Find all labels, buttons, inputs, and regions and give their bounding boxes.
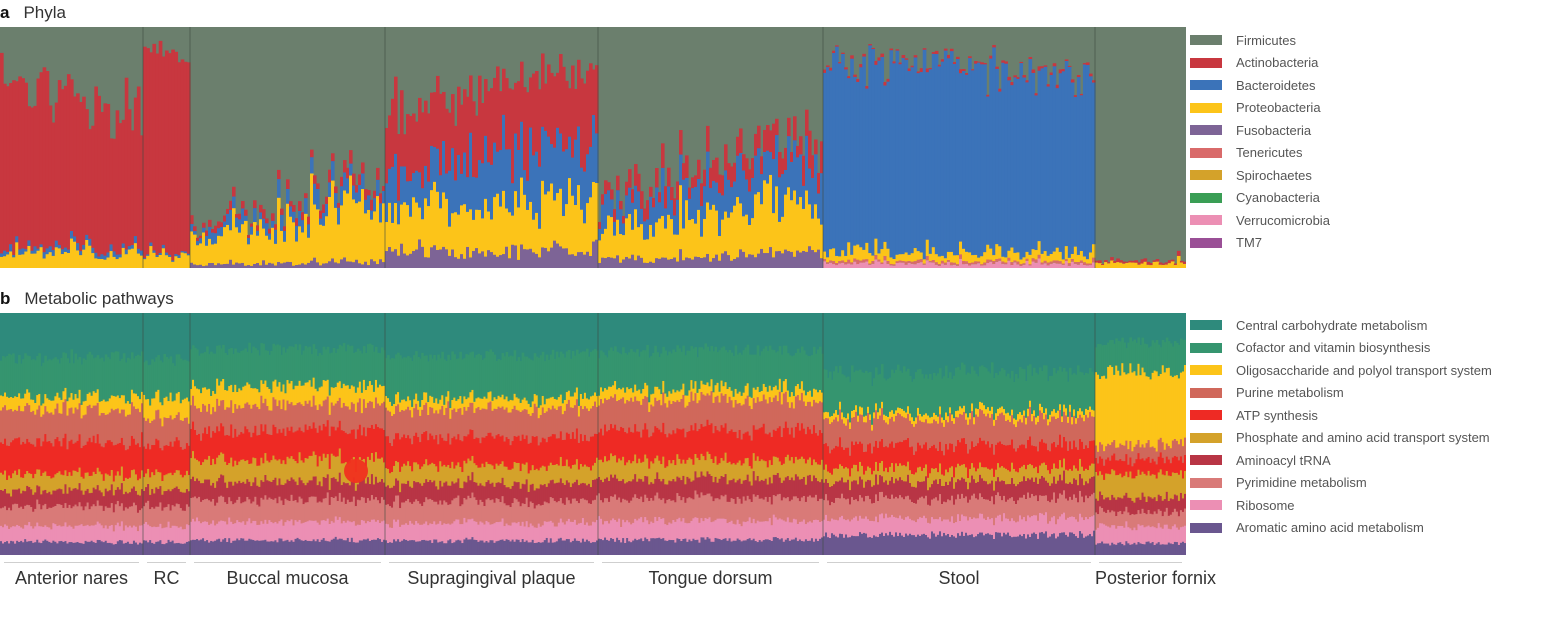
legend-swatch [1190,35,1222,46]
legend-swatch [1190,342,1222,353]
legend-item: Actinobacteria [1190,52,1330,75]
phyla-stacked-bar-chart [0,27,1186,268]
legend-item: Ribosome [1190,494,1492,517]
legend-item: Phosphate and amino acid transport syste… [1190,427,1492,450]
site-rule [194,562,381,563]
legend-label: Ribosome [1236,497,1295,513]
panel-a-title-text: Phyla [23,3,66,22]
site-label-group: Buccal mucosa [190,562,385,589]
body-site-axis: Anterior nares RC Buccal mucosa Supragingiv… [0,562,1230,602]
legend-item: Verrucomicrobia [1190,209,1330,232]
legend-label: ATP synthesis [1236,407,1318,423]
legend-label: Aminoacyl tRNA [1236,452,1331,468]
site-rule [147,562,186,563]
legend-item: Oligosaccharide and polyol transport sys… [1190,359,1492,382]
legend-label: Bacteroidetes [1236,77,1316,93]
legend-swatch [1190,455,1222,466]
site-rule [827,562,1091,563]
legend-item: Tenericutes [1190,142,1330,165]
legend-item: Fusobacteria [1190,119,1330,142]
legend-swatch [1190,170,1222,181]
site-label: RC [153,568,180,588]
legend-item: Pyrimidine metabolism [1190,472,1492,495]
site-label-group: Anterior nares [0,562,143,589]
site-rule [4,562,139,563]
legend-item: Spirochaetes [1190,164,1330,187]
site-label-group: Supragingival plaque [385,562,598,589]
legend-swatch [1190,320,1222,331]
site-rule [389,562,594,563]
panel-b-title: b Metabolic pathways [0,289,174,309]
legend-swatch [1190,522,1222,533]
legend-swatch [1190,237,1222,248]
legend-swatch [1190,365,1222,376]
legend-swatch [1190,125,1222,136]
legend-label: Cyanobacteria [1236,190,1320,206]
site-label-group: Posterior fornix [1095,562,1217,589]
panel-b-letter: b [0,289,11,308]
legend-item: Proteobacteria [1190,97,1330,120]
legend-item: Bacteroidetes [1190,74,1330,97]
legend-item: Purine metabolism [1190,382,1492,405]
legend-label: Purine metabolism [1236,385,1344,401]
panel-a-letter: a [0,3,10,22]
site-rule [1099,562,1182,563]
legend-label: Cofactor and vitamin biosynthesis [1236,340,1431,356]
legend-swatch [1190,432,1222,443]
legend-swatch [1190,215,1222,226]
legend-item: Aromatic amino acid metabolism [1190,517,1492,540]
site-label-group: RC [143,562,190,589]
legend-swatch [1190,387,1222,398]
panel-a-title: a Phyla [0,3,66,23]
legend-swatch [1190,102,1222,113]
legend-label: Central carbohydrate metabolism [1236,317,1428,333]
legend-label: Verrucomicrobia [1236,212,1330,228]
legend-label: Aromatic amino acid metabolism [1236,520,1424,536]
cursor-dot-marker [344,459,368,483]
legend-label: Fusobacteria [1236,122,1312,138]
site-label: Supragingival plaque [407,568,576,588]
site-rule [602,562,819,563]
legend-label: Firmicutes [1236,32,1296,48]
site-label: Tongue dorsum [648,568,773,588]
legend-label: Pyrimidine metabolism [1236,475,1367,491]
site-label: Stool [938,568,980,588]
metabolic-pathways-stacked-bar-chart [0,313,1186,555]
legend-item: ATP synthesis [1190,404,1492,427]
legend-item: Cofactor and vitamin biosynthesis [1190,337,1492,360]
legend-item: TM7 [1190,232,1330,255]
legend-item: Cyanobacteria [1190,187,1330,210]
legend-item: Aminoacyl tRNA [1190,449,1492,472]
legend-label: TM7 [1236,235,1262,251]
legend-swatch [1190,80,1222,91]
legend-label: Oligosaccharide and polyol transport sys… [1236,362,1492,378]
legend-label: Proteobacteria [1236,100,1321,116]
site-label: Posterior fornix [1095,568,1217,588]
legend-swatch [1190,192,1222,203]
site-label: Anterior nares [14,568,129,588]
legend-label: Phosphate and amino acid transport syste… [1236,430,1490,446]
pathways-legend: Central carbohydrate metabolism Cofactor … [1190,314,1492,539]
site-label-group: Tongue dorsum [598,562,823,589]
site-label-group: Stool [823,562,1095,589]
legend-swatch [1190,410,1222,421]
legend-swatch [1190,57,1222,68]
legend-label: Tenericutes [1236,145,1303,161]
panel-b-title-text: Metabolic pathways [24,289,174,308]
legend-label: Actinobacteria [1236,55,1319,71]
legend-swatch [1190,147,1222,158]
legend-item: Firmicutes [1190,29,1330,52]
site-label: Buccal mucosa [226,568,349,588]
legend-label: Spirochaetes [1236,167,1312,183]
legend-item: Central carbohydrate metabolism [1190,314,1492,337]
phyla-legend: Firmicutes Actinobacteria Bacteroidetes Pro… [1190,29,1330,254]
legend-swatch [1190,500,1222,511]
legend-swatch [1190,477,1222,488]
